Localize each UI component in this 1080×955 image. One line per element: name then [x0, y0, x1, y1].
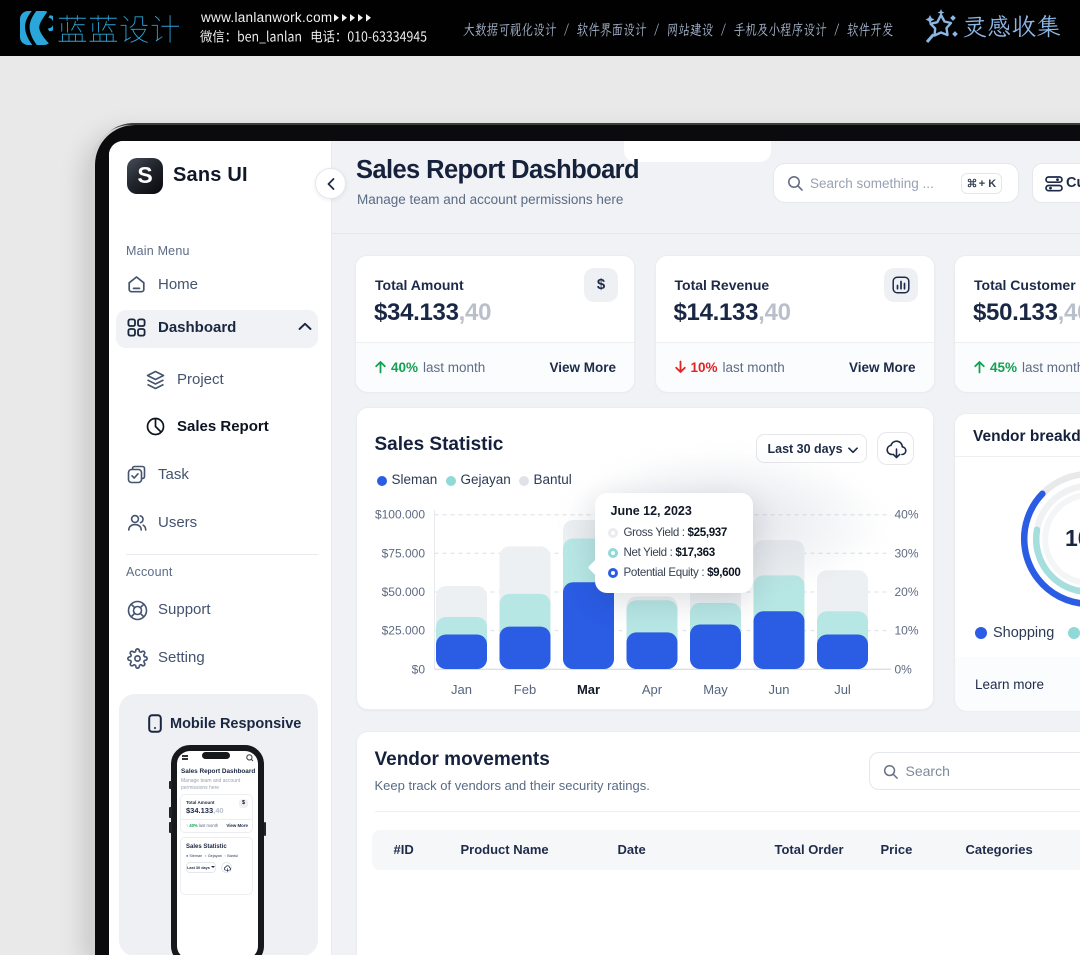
- svg-text:$0: $0: [411, 662, 425, 676]
- svg-text:0%: 0%: [894, 662, 912, 676]
- svg-text:Mar: Mar: [576, 682, 599, 697]
- svg-text:10%: 10%: [894, 624, 918, 638]
- svg-text:$100.000: $100.000: [374, 508, 424, 522]
- svg-text:$50.000: $50.000: [381, 585, 425, 599]
- svg-text:Jan: Jan: [451, 682, 472, 697]
- svg-text:May: May: [703, 682, 728, 697]
- svg-text:Jun: Jun: [768, 682, 789, 697]
- svg-text:40%: 40%: [894, 508, 918, 522]
- svg-text:$75.000: $75.000: [381, 546, 425, 560]
- svg-text:Feb: Feb: [513, 682, 535, 697]
- svg-text:20%: 20%: [894, 585, 918, 599]
- svg-text:30%: 30%: [894, 546, 918, 560]
- svg-text:Jul: Jul: [834, 682, 851, 697]
- svg-text:Apr: Apr: [641, 682, 662, 697]
- svg-text:$25.000: $25.000: [381, 624, 425, 638]
